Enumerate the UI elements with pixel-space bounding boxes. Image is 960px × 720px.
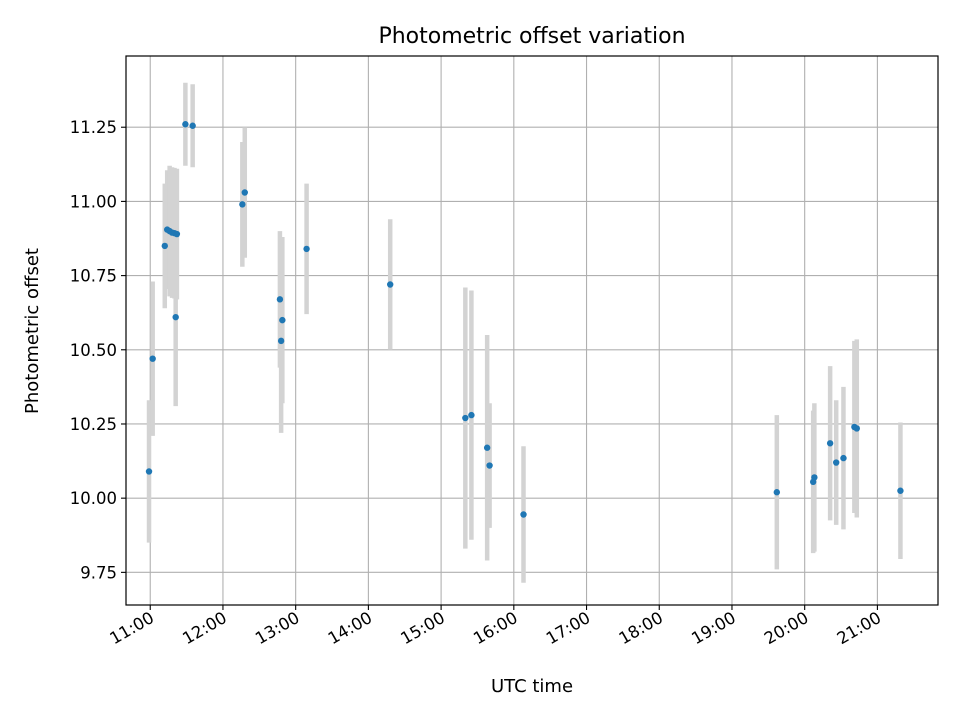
x-tick-label: 17:00 bbox=[543, 608, 594, 648]
data-point bbox=[468, 411, 475, 419]
errorbar-layer bbox=[146, 82, 903, 583]
x-tick-label: 13:00 bbox=[252, 608, 303, 648]
data-point bbox=[149, 355, 156, 362]
data-point bbox=[303, 245, 310, 253]
data-point bbox=[173, 230, 181, 238]
chart-title: Photometric offset variation bbox=[378, 24, 685, 49]
data-point bbox=[520, 511, 527, 518]
data-point bbox=[483, 444, 491, 451]
data-point bbox=[279, 316, 286, 324]
y-tick-label: 10.25 bbox=[70, 415, 117, 434]
data-point bbox=[826, 440, 834, 447]
x-tick-label: 12:00 bbox=[179, 608, 230, 648]
data-point bbox=[387, 281, 394, 288]
data-point bbox=[840, 454, 847, 462]
y-tick-label: 10.75 bbox=[70, 267, 117, 286]
plot-frame bbox=[125, 55, 939, 606]
data-point bbox=[897, 487, 904, 494]
data-point bbox=[853, 425, 860, 432]
grid-layer bbox=[126, 56, 938, 605]
x-tick-label: 15:00 bbox=[397, 608, 448, 648]
data-point bbox=[145, 468, 153, 475]
x-tick-label: 16:00 bbox=[470, 608, 521, 648]
data-point bbox=[277, 337, 285, 345]
tick-layer: 11:00 12:00 13:00 14:00 15:00 16:00 17:00 18:00… bbox=[70, 118, 885, 648]
x-tick-label: 21:00 bbox=[834, 608, 885, 648]
data-point bbox=[161, 242, 168, 250]
data-point bbox=[486, 462, 493, 469]
data-point bbox=[182, 121, 189, 128]
y-tick-label: 11.25 bbox=[70, 118, 117, 137]
data-point bbox=[189, 122, 196, 129]
y-tick-label: 11.00 bbox=[70, 192, 117, 211]
y-axis-label: Photometric offset bbox=[22, 248, 43, 414]
data-point bbox=[172, 313, 179, 321]
y-tick-label: 10.50 bbox=[70, 341, 117, 360]
x-tick-label: 19:00 bbox=[688, 608, 739, 648]
x-tick-label: 11:00 bbox=[107, 608, 158, 648]
x-tick-label: 20:00 bbox=[761, 608, 812, 648]
data-point bbox=[276, 296, 284, 303]
x-tick-label: 14:00 bbox=[325, 608, 376, 648]
point-layer bbox=[145, 121, 904, 518]
data-point bbox=[832, 459, 840, 466]
y-tick-label: 10.00 bbox=[70, 489, 117, 508]
x-axis-label: UTC time bbox=[491, 676, 573, 697]
data-point bbox=[462, 414, 469, 422]
data-point bbox=[773, 489, 781, 496]
data-point bbox=[239, 201, 246, 208]
data-point bbox=[811, 474, 818, 481]
x-tick-label: 18:00 bbox=[616, 608, 667, 648]
y-tick-label: 9.75 bbox=[80, 563, 117, 582]
data-point bbox=[241, 189, 248, 196]
